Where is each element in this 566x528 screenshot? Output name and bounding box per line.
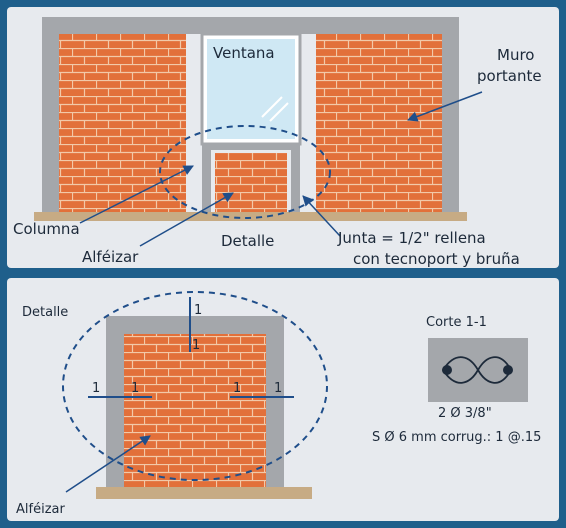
rebar-left [442, 365, 452, 375]
glass-reflection [261, 96, 289, 122]
bottom-panel: 1 1 1 1 1 1 Detalle Alféizar Corte 1-1 2… [7, 278, 559, 521]
sill-column-right [291, 144, 300, 212]
wall-label-line2: portante [477, 67, 542, 85]
floor-slab [34, 212, 467, 221]
detail-sill-leader [65, 435, 151, 493]
section-title: Corte 1-1 [426, 315, 487, 330]
left-brick-wall [59, 34, 186, 212]
cut-mark-right-inner: 1 [233, 381, 241, 396]
cut-mark-right-outer: 1 [274, 381, 282, 396]
detail-brick [124, 334, 266, 488]
detail-sill-label: Alféizar [16, 502, 65, 517]
cut-mark-top-inner: 1 [192, 338, 200, 353]
rebar-label: 2 Ø 3/8" [438, 406, 492, 421]
rebar-right [503, 365, 513, 375]
detail-title: Detalle [22, 305, 68, 320]
wall-label-line1: Muro [497, 46, 534, 64]
column-leader [79, 165, 194, 224]
detail-label: Detalle [221, 232, 274, 250]
detail-ellipse [159, 125, 331, 219]
sill-brick [215, 153, 287, 212]
sill-beam [202, 144, 300, 150]
sill-label: Alféizar [82, 248, 139, 266]
right-brick-wall [316, 34, 442, 212]
detail-circle [62, 291, 328, 481]
cut-mark-left-inner: 1 [131, 381, 139, 396]
cut-mark-top-outer: 1 [194, 303, 202, 318]
cut-mark-left-outer: 1 [92, 381, 100, 396]
joint-leader [302, 195, 341, 237]
window-label: Ventana [213, 44, 275, 62]
joint-label-line1: Junta = 1/2" rellena [337, 229, 486, 247]
sill-column-left [202, 144, 211, 212]
joint-label-line2: con tecnoport y bruña [353, 250, 520, 268]
wall-leader [407, 91, 483, 122]
window-glass [207, 39, 295, 139]
top-panel: Ventana Muro portante Columna Alféizar D… [7, 7, 559, 268]
column-label: Columna [13, 220, 80, 238]
stirrups-label: S Ø 6 mm corrug.: 1 @.15 [372, 430, 541, 445]
detail-floor [96, 487, 312, 499]
sill-leader [139, 192, 234, 247]
